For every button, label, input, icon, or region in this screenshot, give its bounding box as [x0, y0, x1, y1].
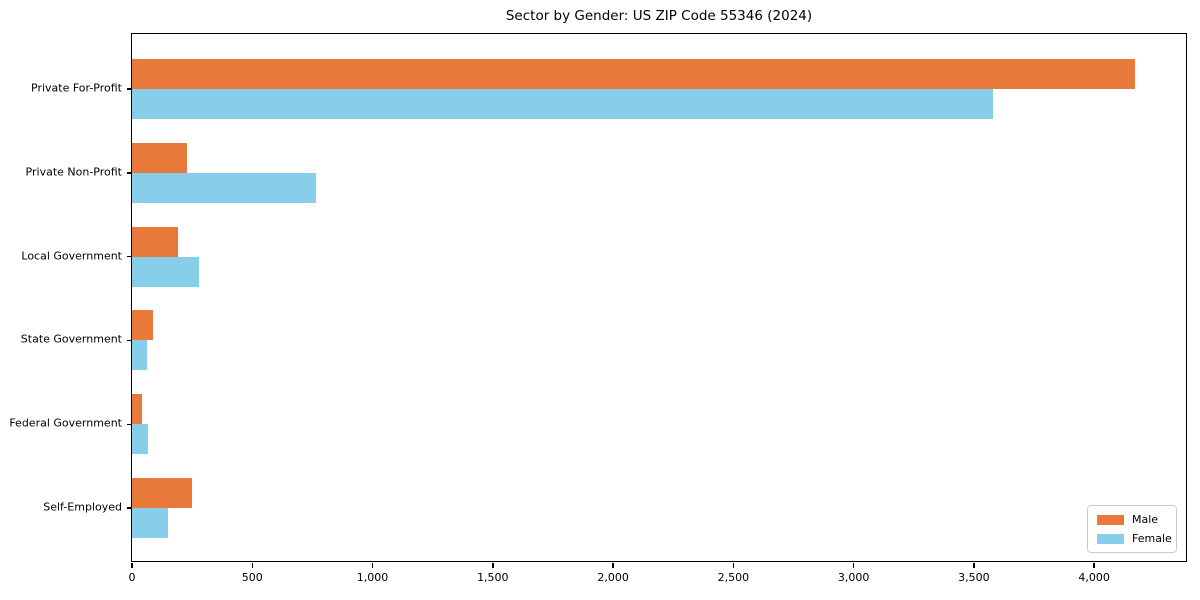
y-tick-label: Local Government	[21, 249, 122, 263]
x-tick-label: 2,000	[597, 571, 629, 584]
bar-male-3	[132, 310, 153, 341]
y-tick-mark	[127, 172, 132, 174]
y-tick-label: Private For-Profit	[31, 81, 122, 95]
y-tick-mark	[127, 339, 132, 342]
x-tick-label: 500	[241, 571, 263, 584]
x-tick-label: 3,000	[837, 571, 870, 584]
chart-title: Sector by Gender: US ZIP Code 55346 (202…	[505, 8, 813, 24]
x-tick-mark	[612, 563, 614, 568]
bar-female-3	[132, 340, 147, 371]
bar-male-2	[132, 226, 178, 257]
x-tick-mark	[1093, 563, 1095, 568]
y-tick-label: Self-Employed	[43, 500, 122, 514]
x-tick-mark	[251, 563, 254, 568]
bar-male-4	[132, 394, 142, 425]
x-tick-label: 2,500	[717, 571, 750, 584]
bar-male-5	[132, 478, 192, 509]
legend-swatch-male	[1097, 514, 1124, 525]
legend-label-female: Female	[1132, 532, 1172, 545]
x-tick-mark	[973, 563, 975, 568]
x-tick-label: 3,500	[958, 571, 990, 584]
bar-male-0	[132, 58, 1135, 89]
y-tick-mark	[127, 423, 132, 425]
legend: Male Female	[1087, 505, 1177, 553]
x-tick-label: 4,000	[1078, 571, 1110, 584]
x-tick-mark	[492, 563, 494, 568]
y-tick-mark	[127, 255, 132, 258]
x-tick-mark	[131, 563, 133, 568]
legend-swatch-female	[1097, 533, 1124, 544]
legend-label-male: Male	[1132, 513, 1159, 526]
x-tick-mark	[852, 563, 855, 568]
y-tick-label: State Government	[20, 332, 122, 346]
bar-female-0	[132, 88, 993, 119]
x-tick-label: 1,500	[477, 571, 509, 584]
bar-male-1	[132, 142, 187, 173]
x-tick-label: 0	[128, 571, 136, 584]
x-tick-label: 1,000	[356, 571, 389, 584]
bar-female-4	[132, 424, 148, 455]
plot-area: 0 500 1,000 1,500 2,000 2,500 3,000 3,500 4,000 …	[127, 33, 1187, 584]
y-tick-mark	[127, 507, 132, 509]
x-tick-mark	[732, 563, 735, 568]
legend-row-male: Male	[1097, 513, 1168, 526]
legend-row-female: Female	[1097, 532, 1172, 545]
y-axis-category-labels: Private For-Profit Private Non-Profit Loca…	[0, 33, 122, 562]
y-tick-label: Private Non-Profit	[25, 165, 122, 179]
bar-female-5	[132, 508, 168, 539]
y-tick-mark	[127, 88, 132, 90]
bar-female-2	[132, 256, 199, 287]
x-tick-mark	[371, 563, 374, 568]
bar-female-1	[132, 172, 316, 203]
y-tick-label: Federal Government	[9, 416, 122, 430]
